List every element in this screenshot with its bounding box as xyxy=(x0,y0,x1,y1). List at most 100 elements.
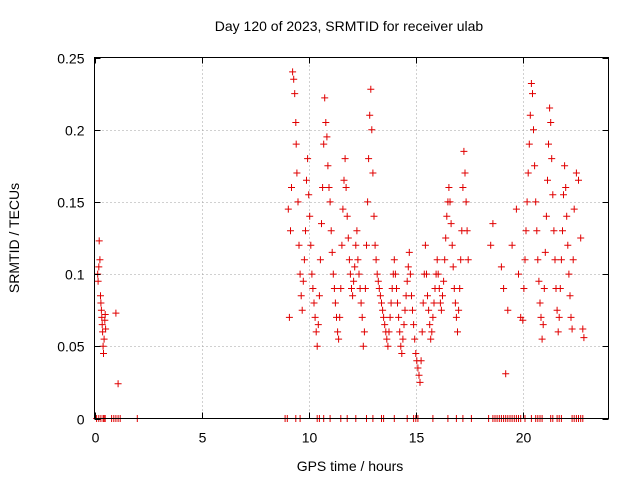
data-point xyxy=(455,306,463,314)
data-point xyxy=(401,306,409,314)
data-point xyxy=(299,277,307,285)
data-point xyxy=(329,270,337,278)
data-points xyxy=(93,68,588,422)
data-point xyxy=(426,321,434,329)
data-point xyxy=(568,325,576,333)
data-point xyxy=(358,313,366,321)
data-point xyxy=(341,155,349,163)
data-point xyxy=(522,227,530,235)
data-point xyxy=(421,241,429,249)
data-point xyxy=(572,169,580,177)
data-point xyxy=(437,306,445,314)
grid-lines xyxy=(94,57,609,419)
data-point xyxy=(94,277,102,285)
data-point xyxy=(324,162,332,170)
data-point xyxy=(294,198,302,206)
data-point xyxy=(99,342,107,350)
data-point xyxy=(310,299,318,307)
data-point xyxy=(373,270,381,278)
data-point xyxy=(303,176,310,184)
data-point xyxy=(363,241,370,249)
x-tick-label: 0 xyxy=(92,430,100,446)
data-point xyxy=(284,205,292,213)
data-point xyxy=(308,270,316,278)
data-point xyxy=(512,205,520,213)
data-point xyxy=(404,263,412,271)
data-point xyxy=(545,140,552,148)
data-point xyxy=(379,306,387,314)
data-point xyxy=(321,94,329,102)
data-point xyxy=(553,306,561,314)
data-point xyxy=(366,111,374,119)
data-point xyxy=(302,227,309,235)
data-point xyxy=(298,306,306,314)
data-point xyxy=(100,335,108,343)
data-point xyxy=(565,270,573,278)
data-point xyxy=(425,306,433,314)
data-point xyxy=(557,256,565,264)
data-point xyxy=(357,299,365,307)
data-point xyxy=(537,313,545,321)
y-tick-label: 0 xyxy=(77,412,85,428)
data-point xyxy=(536,299,544,307)
data-point xyxy=(331,299,339,307)
data-point xyxy=(99,328,107,336)
data-point xyxy=(287,227,294,235)
data-point xyxy=(520,285,528,292)
data-point xyxy=(327,227,335,235)
data-point xyxy=(112,309,120,317)
data-point xyxy=(398,350,406,357)
data-point xyxy=(559,227,566,235)
data-point xyxy=(339,205,347,213)
data-point xyxy=(435,285,443,292)
data-point xyxy=(562,184,570,191)
data-point xyxy=(370,212,378,220)
data-point xyxy=(447,220,455,228)
data-point xyxy=(95,237,103,245)
data-point xyxy=(297,292,305,300)
data-point xyxy=(577,234,585,242)
data-point xyxy=(440,277,448,285)
data-point xyxy=(430,299,438,307)
data-point xyxy=(380,313,388,321)
data-point xyxy=(364,198,372,206)
data-point xyxy=(531,162,539,170)
data-point xyxy=(549,191,557,199)
data-point xyxy=(424,292,431,300)
data-point xyxy=(418,328,426,336)
data-point xyxy=(448,241,456,249)
data-point xyxy=(539,321,547,329)
data-point xyxy=(97,292,104,300)
data-point xyxy=(547,119,555,126)
data-point xyxy=(489,220,497,228)
data-point xyxy=(355,270,363,278)
data-point xyxy=(312,328,320,336)
data-point xyxy=(338,241,346,249)
data-point xyxy=(561,162,569,170)
data-point xyxy=(336,313,344,321)
data-point xyxy=(428,328,436,336)
data-point xyxy=(326,198,334,206)
data-point xyxy=(300,256,308,264)
data-point xyxy=(359,342,367,350)
data-point xyxy=(102,325,110,333)
data-point xyxy=(351,263,359,271)
data-point xyxy=(441,256,449,264)
data-point xyxy=(368,126,376,134)
data-point xyxy=(330,285,338,292)
data-point xyxy=(433,256,441,264)
data-point xyxy=(354,256,362,264)
data-point xyxy=(524,169,532,177)
data-point xyxy=(292,140,300,148)
data-point xyxy=(288,184,295,191)
data-point xyxy=(532,198,540,206)
data-point xyxy=(350,277,358,285)
data-point xyxy=(454,328,461,336)
data-point xyxy=(381,321,389,329)
data-point xyxy=(383,335,391,343)
data-point xyxy=(569,256,577,264)
data-point xyxy=(405,248,413,256)
data-point xyxy=(344,234,352,242)
y-tick-label: 0.1 xyxy=(65,267,85,283)
